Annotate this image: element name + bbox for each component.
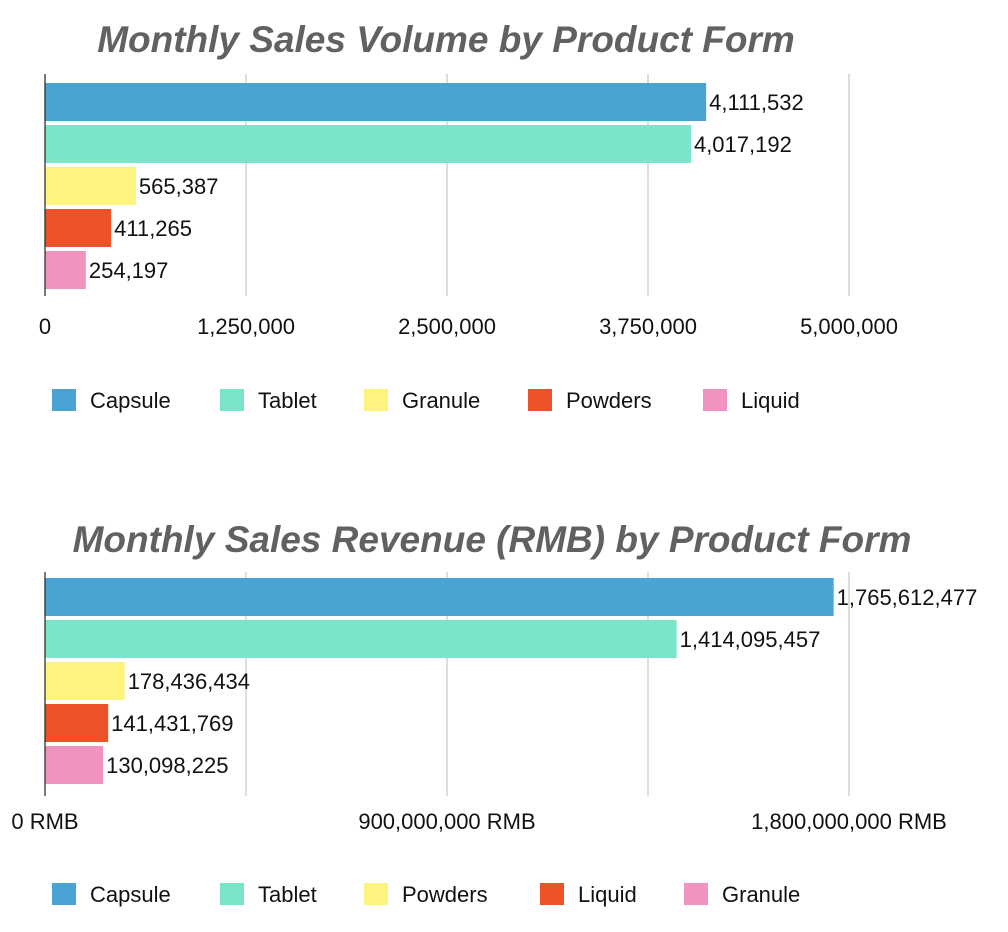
legend-label: Powders — [402, 882, 488, 907]
legend-label: Capsule — [90, 882, 171, 907]
data-label: 411,265 — [114, 216, 192, 241]
legend-label: Powders — [566, 388, 652, 413]
chart-title: Monthly Sales Revenue (RMB) by Product F… — [73, 519, 912, 560]
x-tick-label: 3,750,000 — [599, 314, 697, 339]
x-tick-label: 2,500,000 — [398, 314, 496, 339]
bar-liquid — [45, 251, 86, 289]
x-tick-label: 1,250,000 — [197, 314, 295, 339]
legend-label: Granule — [402, 388, 480, 413]
data-label: 141,431,769 — [111, 711, 233, 736]
legend-swatch — [528, 389, 552, 411]
bar-granule — [45, 167, 136, 205]
data-label: 130,098,225 — [106, 753, 228, 778]
x-tick-label: 900,000,000 RMB — [358, 809, 535, 834]
x-tick-label: 1,800,000,000 RMB — [751, 809, 947, 834]
legend-swatch — [52, 389, 76, 411]
x-axis-ticks: 0 1,250,000 2,500,000 3,750,000 5,000,000 — [39, 314, 898, 339]
x-tick-label: 0 — [39, 314, 51, 339]
data-label: 565,387 — [139, 174, 219, 199]
legend-label: Tablet — [258, 388, 317, 413]
legend-label: Liquid — [741, 388, 800, 413]
legend-label: Liquid — [578, 882, 637, 907]
bar-tablet — [45, 620, 677, 658]
legend-swatch — [703, 389, 727, 411]
chart-2: Monthly Sales Revenue (RMB) by Product F… — [11, 519, 977, 907]
bar-tablet — [45, 125, 691, 163]
legend-swatch — [364, 389, 388, 411]
bar-series: 4,111,532 4,017,192 565,387 411,265 254,197 — [45, 83, 804, 289]
bar-liquid — [45, 704, 109, 742]
data-label: 4,111,532 — [709, 90, 804, 115]
legend-swatch — [220, 389, 244, 411]
chart-title: Monthly Sales Volume by Product Form — [97, 19, 795, 60]
x-axis-ticks: 0 RMB 900,000,000 RMB 1,800,000,000 RMB — [11, 809, 946, 834]
bar-series: 1,765,612,477 1,414,095,457 178,436,434 141… — [45, 578, 977, 784]
bar-capsule — [45, 83, 707, 121]
legend-swatch — [364, 883, 388, 905]
data-label: 254,197 — [89, 258, 169, 283]
legend: Capsule Tablet Granule Powders Liquid — [52, 388, 800, 413]
legend-label: Granule — [722, 882, 800, 907]
legend: Capsule Tablet Powders Liquid Granule — [52, 882, 800, 907]
legend-swatch — [52, 883, 76, 905]
legend-swatch — [684, 883, 708, 905]
data-label: 4,017,192 — [694, 132, 792, 157]
legend-swatch — [540, 883, 564, 905]
legend-swatch — [220, 883, 244, 905]
x-tick-label: 5,000,000 — [800, 314, 898, 339]
data-label: 1,414,095,457 — [680, 627, 821, 652]
bar-powders — [45, 662, 125, 700]
bar-powders — [45, 209, 112, 247]
data-label: 178,436,434 — [128, 669, 250, 694]
data-label: 1,765,612,477 — [837, 585, 978, 610]
bar-granule — [45, 746, 104, 784]
chart-1: Monthly Sales Volume by Product Form 4,11… — [39, 19, 898, 413]
x-tick-label: 0 RMB — [11, 809, 78, 834]
bar-capsule — [45, 578, 834, 616]
legend-label: Capsule — [90, 388, 171, 413]
legend-label: Tablet — [258, 882, 317, 907]
